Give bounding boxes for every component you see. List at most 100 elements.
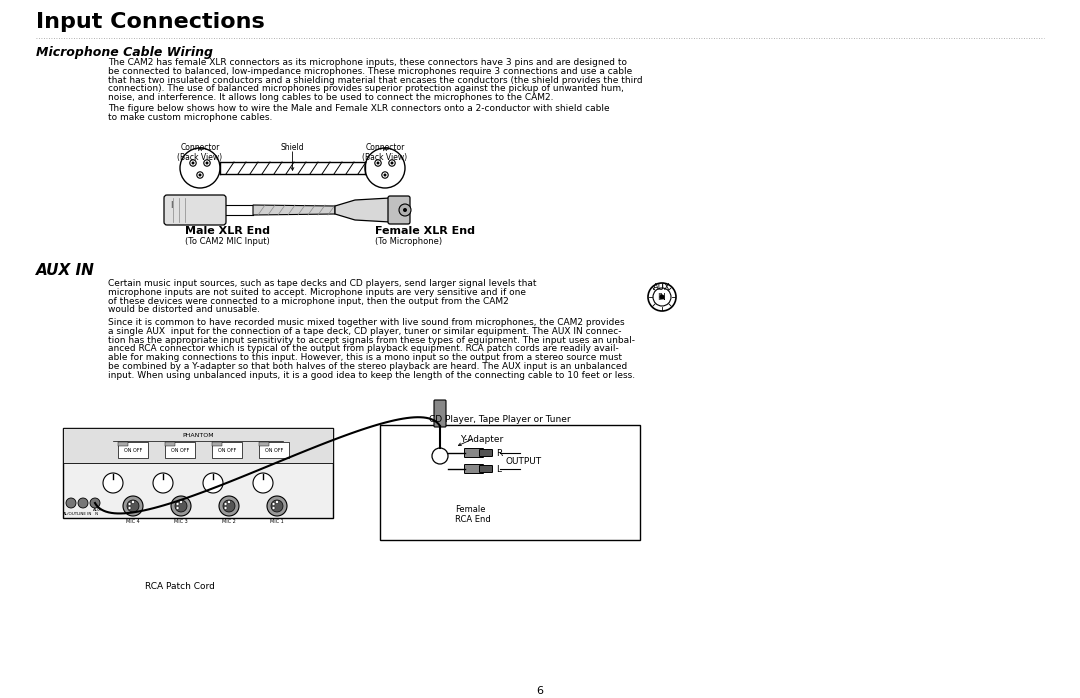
Text: L: L (496, 464, 501, 473)
Text: connection). The use of balanced microphones provides superior protection agains: connection). The use of balanced microph… (108, 84, 624, 94)
FancyBboxPatch shape (63, 428, 333, 518)
Bar (212, 442, 242, 458)
Circle shape (90, 498, 100, 508)
Text: ON OFF: ON OFF (171, 447, 189, 452)
Circle shape (403, 208, 407, 212)
Text: AUX IN: AUX IN (36, 263, 95, 278)
FancyBboxPatch shape (464, 464, 484, 473)
Text: Male XLR End: Male XLR End (185, 226, 270, 236)
Text: MIC 1: MIC 1 (270, 519, 284, 524)
Text: microphone inputs are not suited to accept. Microphone inputs are very sensitive: microphone inputs are not suited to acce… (108, 288, 526, 297)
Circle shape (129, 503, 131, 505)
Circle shape (222, 500, 235, 512)
Polygon shape (335, 198, 395, 222)
Circle shape (271, 500, 283, 512)
Text: MIC 4: MIC 4 (126, 519, 140, 524)
Text: AUX
IN: AUX IN (93, 508, 102, 516)
Circle shape (253, 473, 273, 493)
Circle shape (228, 500, 230, 503)
Circle shape (129, 507, 131, 510)
Text: MIC 2: MIC 2 (222, 519, 235, 524)
Circle shape (204, 160, 211, 166)
Circle shape (383, 174, 387, 177)
Text: ON OFF: ON OFF (265, 447, 283, 452)
FancyBboxPatch shape (164, 195, 226, 225)
Text: MIC 3: MIC 3 (174, 519, 188, 524)
Text: PHANTOM: PHANTOM (183, 433, 214, 438)
Text: Shield: Shield (281, 143, 305, 152)
Circle shape (377, 161, 379, 165)
Circle shape (224, 503, 227, 505)
Circle shape (275, 500, 279, 503)
Circle shape (153, 473, 173, 493)
Circle shape (382, 172, 388, 178)
Bar (118, 442, 148, 458)
Text: RCA Patch Cord: RCA Patch Cord (145, 582, 215, 591)
Circle shape (199, 174, 202, 177)
Circle shape (180, 148, 220, 188)
Text: input. When using unbalanced inputs, it is a good idea to keep the length of the: input. When using unbalanced inputs, it … (108, 371, 635, 380)
Bar (259, 442, 269, 446)
Text: LINE IN: LINE IN (77, 512, 91, 516)
Text: AUX
IN: AUX IN (653, 283, 671, 302)
Text: The CAM2 has female XLR connectors as its microphone inputs, these connectors ha: The CAM2 has female XLR connectors as it… (108, 58, 627, 67)
Text: Y-Adapter: Y-Adapter (460, 435, 503, 444)
Circle shape (660, 295, 664, 299)
Bar (165, 442, 195, 458)
Circle shape (197, 172, 203, 178)
Bar (63, 428, 333, 463)
Circle shape (123, 496, 143, 516)
Text: Microphone Cable Wiring: Microphone Cable Wiring (36, 46, 213, 59)
Circle shape (272, 507, 275, 510)
Text: able for making connections to this input. However, this is a mono input so the : able for making connections to this inpu… (108, 353, 622, 362)
Circle shape (389, 160, 395, 166)
Text: Certain music input sources, such as tape decks and CD players, send larger sign: Certain music input sources, such as tap… (108, 279, 537, 288)
Circle shape (219, 496, 239, 516)
Text: Since it is common to have recorded music mixed together with live sound from mi: Since it is common to have recorded musi… (108, 318, 624, 327)
Text: to make custom microphone cables.: to make custom microphone cables. (108, 113, 272, 121)
Text: Connector
(Back View): Connector (Back View) (177, 143, 222, 163)
Text: (To CAM2 MIC Input): (To CAM2 MIC Input) (185, 237, 270, 246)
Bar (165, 442, 175, 446)
Circle shape (205, 161, 208, 165)
Circle shape (191, 161, 194, 165)
Circle shape (103, 473, 123, 493)
Bar (212, 442, 222, 446)
Text: tion has the appropriate input sensitivity to accept signals from these types of: tion has the appropriate input sensitivi… (108, 336, 635, 345)
Text: CD Player, Tape Player or Tuner: CD Player, Tape Player or Tuner (429, 415, 571, 424)
Circle shape (127, 500, 139, 512)
Text: OUTPUT: OUTPUT (505, 456, 541, 466)
Bar (380, 425, 640, 540)
Circle shape (176, 507, 179, 510)
Text: ON OFF: ON OFF (218, 447, 237, 452)
FancyBboxPatch shape (388, 196, 410, 224)
FancyBboxPatch shape (480, 450, 492, 456)
Circle shape (224, 507, 227, 510)
Text: anced RCA connector which is typical of the output from playback equipment. RCA : anced RCA connector which is typical of … (108, 344, 619, 353)
Circle shape (432, 448, 448, 464)
Bar (259, 442, 289, 458)
FancyBboxPatch shape (434, 400, 446, 427)
Text: ON OFF: ON OFF (124, 447, 143, 452)
Circle shape (190, 160, 197, 166)
Circle shape (365, 148, 405, 188)
Circle shape (272, 503, 275, 505)
Circle shape (175, 500, 187, 512)
Text: The figure below shows how to wire the Male and Female XLR connectors onto a 2-c: The figure below shows how to wire the M… (108, 104, 609, 113)
Text: Female XLR End: Female XLR End (375, 226, 475, 236)
Text: be connected to balanced, low-impedance microphones. These microphones require 3: be connected to balanced, low-impedance … (108, 67, 632, 76)
Text: Input Connections: Input Connections (36, 12, 265, 32)
Text: R: R (496, 449, 502, 457)
Circle shape (179, 500, 183, 503)
Circle shape (78, 498, 87, 508)
Text: 6: 6 (537, 686, 543, 696)
Text: that has two insulated conductors and a shielding material that encases the cond: that has two insulated conductors and a … (108, 75, 643, 84)
Polygon shape (253, 205, 335, 215)
FancyBboxPatch shape (480, 466, 492, 473)
Text: AL/OUT: AL/OUT (64, 512, 79, 516)
Text: Connector
(Back View): Connector (Back View) (363, 143, 407, 163)
Text: noise, and interference. It allows long cables to be used to connect the microph: noise, and interference. It allows long … (108, 94, 554, 102)
Text: be combined by a Y-adapter so that both halves of the stereo playback are heard.: be combined by a Y-adapter so that both … (108, 362, 627, 371)
Bar (118, 442, 129, 446)
Text: Female
RCA End: Female RCA End (455, 505, 490, 524)
